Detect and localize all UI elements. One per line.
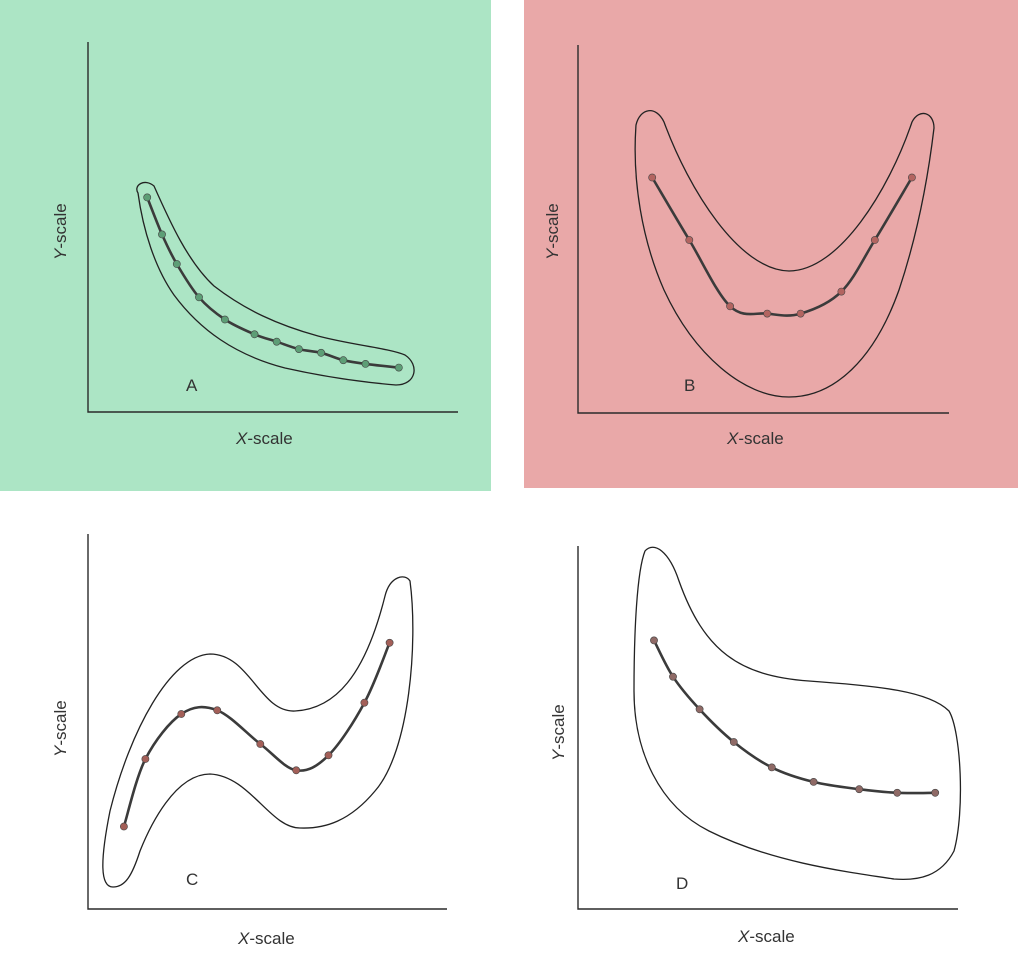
chart-c-data-point-5 (256, 740, 265, 748)
chart-c-ylabel: Y-scale (51, 700, 70, 757)
chart-panel-c: C X-scale Y-scale (0, 491, 509, 957)
chart-a-data-point-9 (317, 348, 325, 357)
chart-d-ylabel-var: Y (549, 748, 568, 761)
chart-b-data-point-3 (726, 302, 734, 311)
chart-c-axes (87, 534, 447, 910)
chart-d-envelope (633, 546, 962, 881)
chart-d-data-point-3 (695, 705, 704, 714)
chart-a-background (0, 0, 491, 491)
chart-c-data-point-9 (385, 638, 394, 647)
chart-a-svg: A X-scale Y-scale (0, 0, 491, 491)
chart-d-ylabel: Y-scale (549, 704, 568, 761)
chart-d-xlabel: X-scale (737, 927, 795, 946)
chart-b-marks (648, 173, 916, 318)
chart-d-ylabel-rest: -scale (549, 704, 568, 749)
chart-c-ylabel-var: Y (51, 744, 70, 757)
chart-b-xlabel: X-scale (726, 429, 784, 448)
chart-d-annotation: D (676, 874, 688, 893)
chart-b-data-point-7 (870, 236, 879, 244)
chart-d-xlabel-var: X (737, 927, 750, 946)
chart-c-annotation: C (186, 870, 198, 889)
chart-d-axes (577, 546, 958, 910)
chart-b-data-point-6 (837, 287, 846, 296)
chart-d-data-point-5 (767, 763, 776, 772)
chart-b-data-point-5 (796, 309, 805, 318)
chart-b-annotation: B (684, 376, 695, 395)
chart-c-data-point-6 (292, 766, 301, 775)
chart-b-ylabel-rest: -scale (543, 203, 562, 248)
chart-c-data-point-1 (120, 822, 128, 831)
chart-d-marks (650, 636, 940, 797)
chart-d-data-point-9 (931, 788, 940, 797)
chart-panel-b: B X-scale Y-scale (524, 0, 1018, 488)
chart-a-data-point-3 (172, 260, 181, 268)
chart-d-data-point-1 (650, 636, 658, 645)
chart-b-envelope (634, 110, 935, 398)
chart-b-data-point-8 (907, 173, 916, 182)
chart-d-data-point-8 (893, 788, 902, 797)
chart-c-marks (120, 638, 394, 831)
chart-c-data-point-7 (324, 751, 333, 760)
chart-c-data-point-2 (141, 755, 150, 763)
chart-a-data-point-2 (158, 230, 166, 239)
chart-a-data-point-11 (361, 359, 370, 368)
chart-c-data-point-8 (360, 698, 369, 707)
chart-c-envelope (102, 576, 414, 888)
chart-a-data-point-7 (272, 337, 281, 346)
chart-b-svg: B X-scale Y-scale (524, 0, 1018, 488)
chart-c-xlabel-var: X (237, 929, 250, 948)
chart-c-svg: C X-scale Y-scale (0, 491, 509, 957)
chart-b-xlabel-rest: -scale (738, 429, 783, 448)
chart-a-data-point-12 (394, 363, 403, 372)
chart-a-xlabel-rest: -scale (247, 429, 292, 448)
chart-d-data-point-6 (809, 777, 818, 786)
chart-a-annotation: A (186, 376, 198, 395)
chart-a-data-point-8 (294, 345, 303, 353)
chart-panel-a: A X-scale Y-scale (0, 0, 491, 491)
chart-d-data-point-4 (729, 738, 738, 746)
chart-b-data-point-2 (685, 236, 694, 244)
chart-b-ylabel-var: Y (543, 247, 562, 260)
chart-d-background (509, 491, 1018, 957)
chart-b-ylabel: Y-scale (543, 203, 562, 260)
chart-d-svg: D X-scale Y-scale (509, 491, 1018, 957)
chart-a-ylabel-var: Y (51, 247, 70, 260)
chart-panel-d: D X-scale Y-scale (509, 491, 1018, 957)
chart-c-xlabel-rest: -scale (249, 929, 294, 948)
chart-d-data-point-2 (669, 672, 677, 681)
chart-c-data-point-3 (177, 710, 186, 718)
chart-a-ylabel-rest: -scale (51, 203, 70, 248)
chart-b-data-point-4 (763, 309, 772, 318)
chart-c-background (0, 491, 509, 957)
chart-a-data-point-4 (195, 293, 203, 302)
chart-c-ylabel-rest: -scale (51, 700, 70, 745)
chart-b-axes (577, 45, 949, 414)
chart-a-marks (143, 193, 403, 372)
chart-d-xlabel-rest: -scale (749, 927, 794, 946)
chart-c-xlabel: X-scale (237, 929, 295, 948)
chart-a-xlabel: X-scale (235, 429, 293, 448)
chart-a-data-point-10 (339, 356, 348, 365)
chart-b-xlabel-var: X (726, 429, 739, 448)
chart-a-ylabel: Y-scale (51, 203, 70, 260)
chart-a-xlabel-var: X (235, 429, 248, 448)
chart-a-envelope (136, 181, 415, 386)
chart-a-data-point-1 (143, 193, 152, 202)
chart-b-background (524, 0, 1018, 488)
chart-a-data-point-6 (250, 330, 259, 339)
chart-a-axes (87, 42, 458, 413)
chart-b-data-point-1 (648, 173, 657, 182)
chart-a-data-point-5 (220, 315, 229, 324)
chart-d-data-point-7 (855, 785, 864, 794)
chart-c-data-point-4 (213, 706, 222, 715)
